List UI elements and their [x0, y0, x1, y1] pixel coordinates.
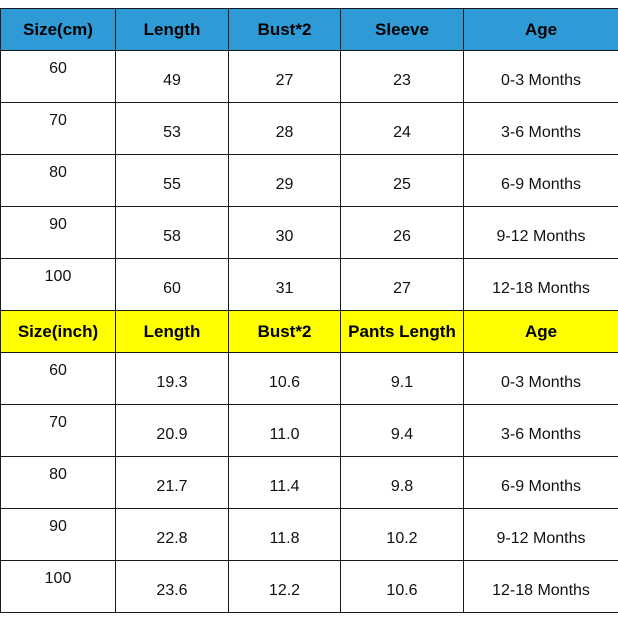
size-chart-body: Size(cm) Length Bust*2 Sleeve Age 60 49 27 23 0-3… — [0, 8, 618, 613]
data-cell: 11.4 — [228, 456, 341, 509]
column-header: Length — [115, 310, 229, 353]
table-row: 60 49 27 23 0-3 Months — [0, 50, 618, 103]
table-row: 100 60 31 27 12-18 Months — [0, 258, 618, 311]
data-cell: 49 — [115, 50, 229, 103]
header-row-inch: Size(inch) Length Bust*2 Pants Length Age — [0, 310, 618, 353]
size-cell: 60 — [0, 352, 116, 405]
data-cell: 9.8 — [340, 456, 464, 509]
size-cell: 90 — [0, 206, 116, 259]
data-cell: 29 — [228, 154, 341, 207]
data-cell: 9-12 Months — [463, 508, 618, 561]
size-cell: 80 — [0, 456, 116, 509]
data-cell: 22.8 — [115, 508, 229, 561]
data-cell: 12.2 — [228, 560, 341, 613]
size-cell: 70 — [0, 404, 116, 457]
column-header: Pants Length — [340, 310, 464, 353]
column-header: Bust*2 — [228, 310, 341, 353]
data-cell: 27 — [228, 50, 341, 103]
size-cell: 90 — [0, 508, 116, 561]
size-cell: 100 — [0, 258, 116, 311]
data-cell: 25 — [340, 154, 464, 207]
data-cell: 11.0 — [228, 404, 341, 457]
data-cell: 53 — [115, 102, 229, 155]
data-cell: 58 — [115, 206, 229, 259]
data-cell: 9.1 — [340, 352, 464, 405]
data-cell: 10.2 — [340, 508, 464, 561]
size-cell: 60 — [0, 50, 116, 103]
size-chart: Size(cm) Length Bust*2 Sleeve Age 60 49 27 23 0-3… — [0, 8, 618, 613]
table-row: 70 20.9 11.0 9.4 3-6 Months — [0, 404, 618, 457]
column-header: Size(cm) — [0, 8, 116, 51]
data-cell: 28 — [228, 102, 341, 155]
column-header: Age — [463, 310, 618, 353]
data-cell: 55 — [115, 154, 229, 207]
data-cell: 0-3 Months — [463, 352, 618, 405]
data-cell: 10.6 — [228, 352, 341, 405]
data-cell: 30 — [228, 206, 341, 259]
column-header: Length — [115, 8, 229, 51]
table-row: 100 23.6 12.2 10.6 12-18 Months — [0, 560, 618, 613]
data-cell: 9.4 — [340, 404, 464, 457]
column-header: Age — [463, 8, 618, 51]
table-row: 90 22.8 11.8 10.2 9-12 Months — [0, 508, 618, 561]
data-cell: 6-9 Months — [463, 456, 618, 509]
data-cell: 27 — [340, 258, 464, 311]
data-cell: 0-3 Months — [463, 50, 618, 103]
data-cell: 31 — [228, 258, 341, 311]
table-row: 80 55 29 25 6-9 Months — [0, 154, 618, 207]
data-cell: 23.6 — [115, 560, 229, 613]
size-cell: 100 — [0, 560, 116, 613]
data-cell: 21.7 — [115, 456, 229, 509]
table-row: 80 21.7 11.4 9.8 6-9 Months — [0, 456, 618, 509]
data-cell: 10.6 — [340, 560, 464, 613]
data-cell: 12-18 Months — [463, 560, 618, 613]
data-cell: 24 — [340, 102, 464, 155]
data-cell: 19.3 — [115, 352, 229, 405]
data-cell: 12-18 Months — [463, 258, 618, 311]
size-cell: 70 — [0, 102, 116, 155]
data-cell: 6-9 Months — [463, 154, 618, 207]
size-chart-table: Size(cm) Length Bust*2 Sleeve Age 60 49 27 23 0-3… — [0, 8, 618, 613]
data-cell: 60 — [115, 258, 229, 311]
column-header: Sleeve — [340, 8, 464, 51]
data-cell: 20.9 — [115, 404, 229, 457]
table-row: 90 58 30 26 9-12 Months — [0, 206, 618, 259]
size-cell: 80 — [0, 154, 116, 207]
data-cell: 26 — [340, 206, 464, 259]
table-row: 60 19.3 10.6 9.1 0-3 Months — [0, 352, 618, 405]
column-header: Size(inch) — [0, 310, 116, 353]
data-cell: 11.8 — [228, 508, 341, 561]
column-header: Bust*2 — [228, 8, 341, 51]
table-row: 70 53 28 24 3-6 Months — [0, 102, 618, 155]
data-cell: 3-6 Months — [463, 404, 618, 457]
data-cell: 3-6 Months — [463, 102, 618, 155]
data-cell: 23 — [340, 50, 464, 103]
header-row-cm: Size(cm) Length Bust*2 Sleeve Age — [0, 8, 618, 51]
data-cell: 9-12 Months — [463, 206, 618, 259]
